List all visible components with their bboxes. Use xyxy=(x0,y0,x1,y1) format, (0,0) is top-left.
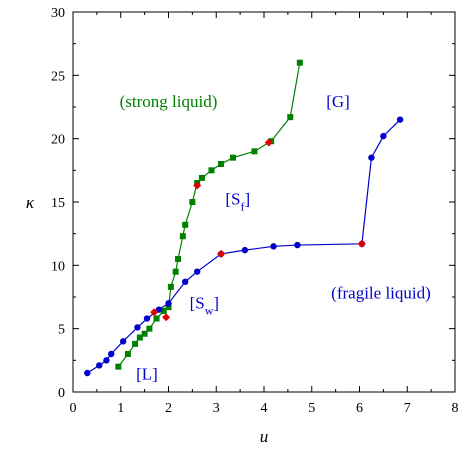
y-tick-label: 20 xyxy=(51,133,65,148)
data-point-circle xyxy=(155,306,163,313)
data-point-square xyxy=(132,340,139,347)
y-axis-label: κ xyxy=(26,193,35,212)
x-axis-label: u xyxy=(260,427,269,446)
data-point-circle xyxy=(165,300,172,307)
data-point-square xyxy=(189,199,196,205)
x-tick-label: 6 xyxy=(356,401,363,416)
data-point-square xyxy=(141,330,148,337)
transition-marker xyxy=(150,308,159,317)
data-point-circle xyxy=(103,357,110,364)
data-point-square xyxy=(296,59,303,66)
data-point-circle xyxy=(294,241,301,249)
data-point-circle xyxy=(396,116,404,123)
data-point-circle xyxy=(108,350,115,358)
x-tick-label: 7 xyxy=(404,401,411,416)
y-tick-label: 5 xyxy=(58,323,65,338)
axis-ticks: 0 1 2 3 4 5 6 7 8 0 5 10 15 20 25 30 xyxy=(51,6,459,416)
x-tick-label: 0 xyxy=(70,401,77,416)
annotation-label: (fragile liquid) xyxy=(331,283,431,302)
data-point-circle xyxy=(119,338,127,345)
data-point-square xyxy=(198,174,205,181)
data-point-square xyxy=(287,114,294,121)
plot-area: 0 1 2 3 4 5 6 7 8 0 5 10 15 20 25 30 (strong liquid) [G]… xyxy=(51,6,459,416)
x-tick-label: 8 xyxy=(452,401,459,416)
data-point-square xyxy=(251,148,258,155)
transition-marker xyxy=(357,239,366,248)
y-tick-label: 30 xyxy=(51,6,65,21)
data-point-square xyxy=(208,167,215,174)
data-point-square xyxy=(182,221,189,228)
data-point-square xyxy=(172,268,179,275)
data-point-square xyxy=(115,363,122,370)
data-point-square xyxy=(136,334,143,341)
data-point-circle xyxy=(84,369,91,377)
annotation-label: (strong liquid) xyxy=(120,92,218,111)
annotation-label: [L] xyxy=(136,364,158,383)
data-point-circle xyxy=(270,243,277,250)
data-point-square xyxy=(165,304,172,311)
annotations-layer: (strong liquid) [G] [Sf] [Sw] (fragile liqui… xyxy=(120,92,431,383)
x-tick-label: 3 xyxy=(213,401,220,416)
data-point-circle xyxy=(241,246,249,254)
x-tick-label: 1 xyxy=(117,401,124,416)
annotation-label: [Sf] xyxy=(225,190,250,214)
data-point-square xyxy=(175,256,182,262)
data-point-square xyxy=(160,307,167,314)
data-point-circle xyxy=(96,362,103,369)
transition-marker xyxy=(217,249,226,258)
y-tick-label: 10 xyxy=(51,259,65,274)
x-tick-label: 4 xyxy=(261,401,268,416)
data-point-circle xyxy=(143,315,151,322)
data-point-square xyxy=(146,325,153,332)
annotation-label: [Sw] xyxy=(190,293,219,317)
x-tick-label: 2 xyxy=(165,401,172,416)
data-point-circle xyxy=(134,324,141,331)
transition-marker xyxy=(193,181,202,190)
data-point-square xyxy=(153,315,160,322)
data-point-square xyxy=(218,161,225,167)
data-point-circle xyxy=(182,278,189,285)
data-point-circle xyxy=(380,132,387,140)
transition-marker xyxy=(264,138,273,147)
series-line-1 xyxy=(87,119,401,374)
transition-marker xyxy=(162,313,171,322)
data-point-square xyxy=(124,351,131,357)
data-point-circle xyxy=(193,268,201,275)
x-tick-label: 5 xyxy=(308,401,315,416)
data-point-square xyxy=(229,154,236,161)
data-point-square xyxy=(179,233,186,240)
series-layer xyxy=(84,59,404,377)
annotation-label: [G] xyxy=(326,92,350,111)
y-tick-label: 0 xyxy=(58,386,65,401)
data-point-circle xyxy=(368,154,375,161)
y-tick-label: 15 xyxy=(51,196,65,211)
y-tick-label: 25 xyxy=(51,69,65,84)
data-point-square xyxy=(167,283,174,290)
